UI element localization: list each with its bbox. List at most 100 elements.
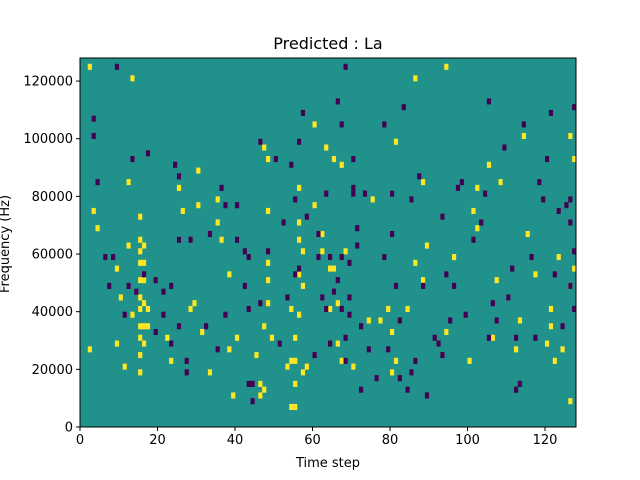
heatmap-cell-low xyxy=(331,288,337,295)
heatmap-cell-high xyxy=(126,179,131,186)
heatmap-cell-high xyxy=(405,305,410,312)
heatmap-cell-high xyxy=(556,254,561,261)
heatmap-cell-high xyxy=(145,323,151,330)
heatmap-background xyxy=(80,58,576,427)
y-tick-label: 60000 xyxy=(32,248,73,263)
heatmap-cell-high xyxy=(196,202,201,209)
heatmap-cell-high xyxy=(258,392,263,399)
heatmap-cell-high xyxy=(300,369,306,376)
heatmap-cell-low xyxy=(122,311,127,318)
heatmap-cell-high xyxy=(142,277,147,284)
heatmap-cell-low xyxy=(486,98,492,105)
heatmap-cell-high xyxy=(486,161,492,168)
heatmap-cell-low xyxy=(312,352,317,359)
heatmap-cell-high xyxy=(293,380,298,387)
heatmap-cell-low xyxy=(235,202,240,209)
heatmap-cell-high xyxy=(300,282,306,289)
heatmap-cell-low xyxy=(459,179,464,186)
heatmap-cell-high xyxy=(215,196,220,203)
heatmap-cell-high xyxy=(424,242,430,249)
heatmap-cell-low xyxy=(413,357,418,364)
heatmap-cell-high xyxy=(207,369,213,376)
heatmap-cell-high xyxy=(122,363,127,370)
heatmap-cell-high xyxy=(138,213,143,220)
heatmap-cell-low xyxy=(107,282,112,289)
heatmap-cell-high xyxy=(517,317,523,324)
heatmap-cell-high xyxy=(130,75,135,82)
heatmap-cell-low xyxy=(343,334,348,341)
heatmap-cell-high xyxy=(188,305,193,312)
heatmap-cell-high xyxy=(393,138,399,145)
heatmap-cell-high xyxy=(138,248,143,255)
heatmap-cell-high xyxy=(339,357,344,364)
heatmap-cell-low xyxy=(548,109,554,116)
heatmap-cell-high xyxy=(312,121,317,128)
x-axis: 0 20 40 60 80 100 120 xyxy=(76,427,558,448)
heatmap-cell-high xyxy=(568,398,573,405)
heatmap-cell-high xyxy=(339,161,344,168)
heatmap-cell-high xyxy=(572,265,577,272)
heatmap-cell-high xyxy=(142,340,147,347)
heatmap-cell-high xyxy=(266,259,271,266)
heatmap-cell-low xyxy=(258,300,263,307)
heatmap-cell-low xyxy=(560,323,565,330)
heatmap-cell-low xyxy=(95,179,100,186)
heatmap-cell-low xyxy=(390,230,395,238)
heatmap-cell-low xyxy=(339,254,344,261)
heatmap-cell-low xyxy=(514,386,519,393)
heatmap-cell-high xyxy=(231,392,236,399)
heatmap-cell-low xyxy=(153,328,158,336)
heatmap-cell-high xyxy=(192,300,197,307)
heatmap-cell-low xyxy=(362,190,368,197)
x-tick-label: 120 xyxy=(533,433,558,448)
heatmap-cell-high xyxy=(328,305,333,312)
heatmap-cell-low xyxy=(401,104,406,111)
heatmap-cell-high xyxy=(138,334,143,341)
heatmap-cell-low xyxy=(397,375,402,382)
chart-title: Predicted : La xyxy=(273,34,382,53)
heatmap-cell-low xyxy=(316,230,321,238)
heatmap-cell-high xyxy=(351,363,356,370)
heatmap-cell-low xyxy=(510,265,515,272)
heatmap-cell-high xyxy=(266,207,271,214)
heatmap-cell-low xyxy=(207,230,213,238)
heatmap-cell-high xyxy=(142,300,147,307)
heatmap-cell-high xyxy=(254,352,259,359)
x-tick-label: 40 xyxy=(227,433,244,448)
heatmap-cell-high xyxy=(138,352,143,359)
x-tick-label: 60 xyxy=(304,433,321,448)
heatmap-cell-high xyxy=(262,386,267,393)
heatmap-cell-low xyxy=(188,236,193,243)
heatmap-cell-high xyxy=(142,259,147,266)
heatmap-cell-high xyxy=(421,179,426,186)
heatmap-cell-high xyxy=(312,202,317,209)
plot-frame xyxy=(79,57,577,428)
heatmap-cell-high xyxy=(262,323,267,330)
heatmap-cell-high xyxy=(285,363,290,370)
heatmap-cell-high xyxy=(297,184,302,191)
heatmap-cell-high xyxy=(444,328,449,336)
heatmap-cell-high xyxy=(560,346,565,353)
heatmap-cell-low xyxy=(390,190,395,197)
heatmap-cell-high xyxy=(366,317,371,324)
heatmap-cell-high xyxy=(176,184,182,191)
x-tick-label: 0 xyxy=(76,433,84,448)
heatmap-cell-high xyxy=(521,132,526,140)
heatmap-cell-low xyxy=(486,334,492,341)
heatmap-cell-high xyxy=(320,230,325,238)
heatmap-cell-low xyxy=(568,196,573,203)
heatmap-cell-high xyxy=(289,403,294,411)
heatmap-cell-low xyxy=(397,317,402,324)
heatmap-cell-low xyxy=(169,282,174,289)
heatmap-cell-low xyxy=(250,380,255,387)
heatmap-cell-high xyxy=(262,144,267,151)
heatmap-cell-high xyxy=(471,207,476,214)
heatmap-cell-high xyxy=(378,317,383,324)
heatmap-cell-high xyxy=(525,230,530,238)
heatmap-cell-low xyxy=(324,190,329,197)
heatmap-cell-low xyxy=(455,184,461,191)
heatmap-cell-low xyxy=(184,369,189,376)
y-tick-label: 80000 xyxy=(32,190,73,205)
heatmap-cell-high xyxy=(548,305,554,312)
heatmap-cell-high xyxy=(545,340,550,347)
